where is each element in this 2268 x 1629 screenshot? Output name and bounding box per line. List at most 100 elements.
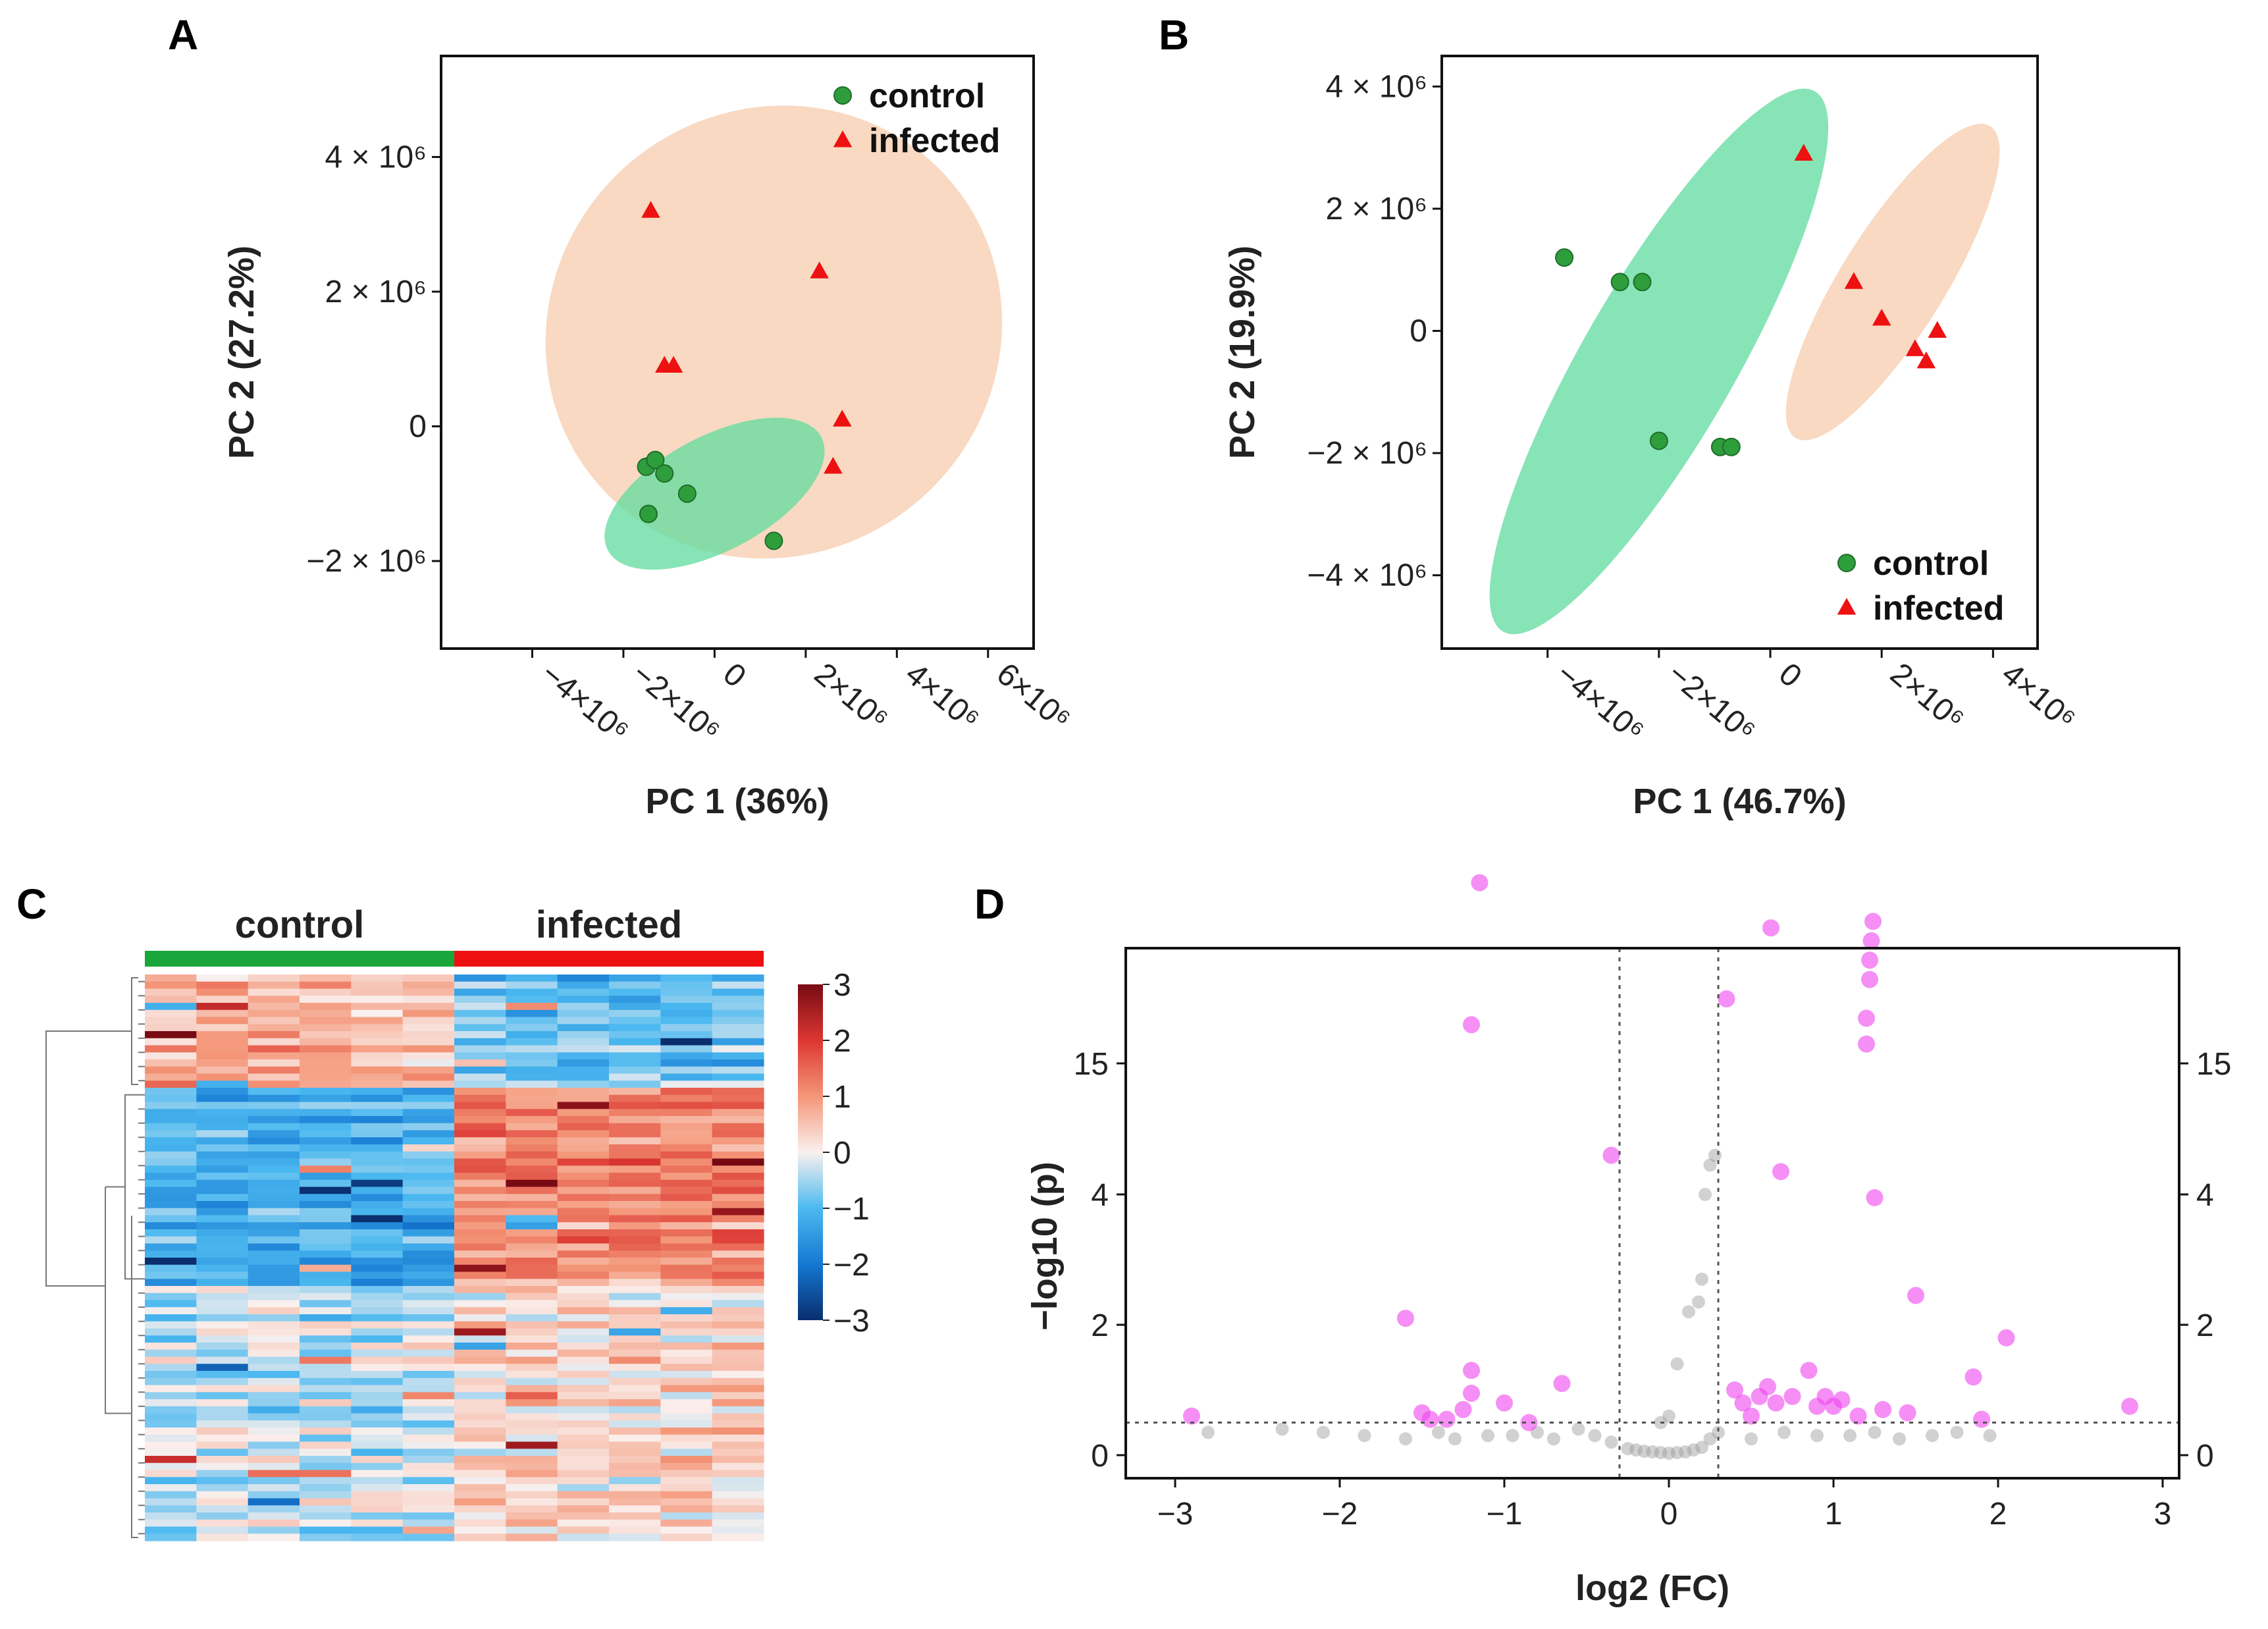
heatmap-cell bbox=[557, 1293, 610, 1301]
heatmap-cell bbox=[454, 1130, 506, 1138]
heatmap-cell bbox=[609, 1314, 661, 1322]
heatmap-cell bbox=[300, 1250, 352, 1258]
heatmap-cell bbox=[402, 1116, 455, 1124]
heatmap-cell bbox=[248, 1194, 300, 1202]
heatmap-cell bbox=[196, 1300, 249, 1308]
colorbar-tick-label: 3 bbox=[833, 968, 851, 1003]
x-tick-label: 4×10⁶ bbox=[899, 656, 986, 737]
heatmap-cell bbox=[351, 1349, 404, 1358]
heatmap-cell bbox=[454, 1179, 506, 1188]
y-tick-label: 0 bbox=[1410, 314, 1427, 349]
heatmap-cell bbox=[454, 1173, 506, 1181]
nonsignificant-point bbox=[1708, 1148, 1722, 1162]
heatmap-cell bbox=[712, 1321, 764, 1329]
heatmap-cell bbox=[660, 1165, 713, 1173]
heatmap-cell bbox=[454, 1165, 506, 1173]
heatmap-cell bbox=[351, 1229, 404, 1237]
heatmap-cell bbox=[351, 1462, 404, 1471]
heatmap-cell bbox=[660, 1307, 713, 1315]
heatmap-cell bbox=[145, 1144, 197, 1152]
colorbar-tick-label: 0 bbox=[833, 1136, 851, 1171]
heatmap-cell bbox=[351, 996, 404, 1003]
significant-point bbox=[1862, 932, 1880, 949]
heatmap-cell bbox=[506, 1441, 558, 1449]
heatmap-cell bbox=[300, 1052, 352, 1060]
heatmap-cell bbox=[351, 1031, 404, 1039]
heatmap-cell bbox=[300, 1045, 352, 1053]
heatmap-cell bbox=[196, 1116, 249, 1124]
y-tick-label: 4 × 10⁶ bbox=[325, 140, 427, 174]
heatmap-cell bbox=[557, 1491, 610, 1499]
nonsignificant-point bbox=[1646, 1445, 1659, 1459]
heatmap-cell bbox=[145, 1173, 197, 1181]
nonsignificant-point bbox=[1670, 1357, 1684, 1371]
heatmap-cell bbox=[145, 1349, 197, 1358]
heatmap-cell bbox=[145, 1123, 197, 1131]
heatmap-cell bbox=[660, 1505, 713, 1513]
heatmap-cell bbox=[300, 1215, 352, 1223]
heatmap-cell bbox=[609, 1428, 661, 1435]
plot-area bbox=[545, 105, 1003, 570]
heatmap-cell bbox=[300, 1356, 352, 1364]
heatmap-cell bbox=[248, 1123, 300, 1131]
heatmap-cell bbox=[506, 1222, 558, 1230]
heatmap-cell bbox=[454, 1236, 506, 1244]
heatmap-cell bbox=[506, 1073, 558, 1081]
heatmap-cell bbox=[454, 1534, 506, 1541]
heatmap-cell bbox=[145, 1498, 197, 1506]
heatmap-cell bbox=[402, 1250, 455, 1258]
heatmap-cell bbox=[557, 1258, 610, 1266]
heatmap-cell bbox=[300, 1144, 352, 1152]
heatmap-cell bbox=[402, 1343, 455, 1350]
heatmap-cell bbox=[196, 1003, 249, 1011]
heatmap-cell bbox=[351, 1392, 404, 1400]
heatmap-cell bbox=[609, 1094, 661, 1103]
heatmap-cell bbox=[660, 1017, 713, 1025]
x-tick-label: −2×10⁶ bbox=[625, 656, 726, 749]
heatmap-cell bbox=[660, 981, 713, 990]
heatmap-cell bbox=[660, 1491, 713, 1499]
infected-point bbox=[1916, 351, 1936, 369]
heatmap-cell bbox=[145, 1406, 197, 1414]
heatmap-cell bbox=[300, 1003, 352, 1011]
heatmap-cell bbox=[660, 1343, 713, 1350]
heatmap-cell bbox=[300, 1059, 352, 1067]
heatmap-cell bbox=[145, 1258, 197, 1266]
control-point bbox=[1633, 273, 1652, 292]
nonsignificant-point bbox=[1629, 1443, 1643, 1457]
heatmap-cell bbox=[196, 1009, 249, 1018]
heatmap-cell bbox=[248, 1258, 300, 1266]
heatmap-cell bbox=[454, 1328, 506, 1336]
heatmap-cell bbox=[300, 1102, 352, 1109]
heatmap-cell bbox=[712, 1066, 764, 1075]
heatmap-cell bbox=[351, 1073, 404, 1081]
heatmap-cell bbox=[351, 1271, 404, 1279]
heatmap-cell bbox=[196, 1173, 249, 1181]
heatmap-cell bbox=[609, 1286, 661, 1294]
heatmap-cell bbox=[351, 1250, 404, 1258]
heatmap-cell bbox=[454, 1017, 506, 1025]
heatmap-cell bbox=[248, 1392, 300, 1400]
heatmap-cell bbox=[248, 1038, 300, 1046]
heatmap-cell bbox=[351, 1215, 404, 1223]
heatmap-cell bbox=[557, 1377, 610, 1386]
significant-point bbox=[1726, 1381, 1743, 1399]
legend-infected-label: infected bbox=[869, 122, 1000, 160]
heatmap-cell bbox=[145, 1534, 197, 1541]
heatmap-cell bbox=[609, 1377, 661, 1386]
heatmap-cell bbox=[351, 1505, 404, 1513]
significant-point bbox=[1864, 913, 1882, 930]
heatmap-cell bbox=[248, 1491, 300, 1499]
heatmap-cell bbox=[196, 1236, 249, 1244]
heatmap-cell bbox=[506, 1144, 558, 1152]
infected-point bbox=[1905, 339, 1925, 356]
heatmap-cell bbox=[402, 1130, 455, 1138]
heatmap-cell bbox=[351, 1165, 404, 1173]
heatmap-cell bbox=[660, 1470, 713, 1478]
heatmap-cell bbox=[557, 1505, 610, 1513]
heatmap-cell bbox=[145, 1194, 197, 1202]
heatmap-cell bbox=[712, 1512, 764, 1520]
heatmap-cell bbox=[712, 1059, 764, 1067]
heatmap-cell bbox=[454, 1300, 506, 1308]
infected-point bbox=[1928, 321, 1947, 338]
